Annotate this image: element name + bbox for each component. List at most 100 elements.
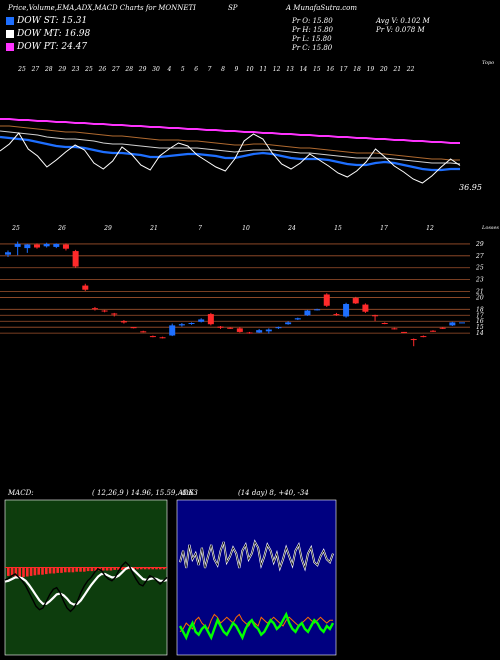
macd-hist-bar <box>117 567 120 570</box>
level-tick-label: 18 <box>476 306 484 313</box>
level-tick-label: 15 <box>476 324 484 331</box>
candle-body <box>82 285 89 290</box>
candle-top-tick-label: 10 <box>242 225 250 232</box>
top-tick-label: 18 <box>353 66 361 73</box>
macd-hist-bar <box>86 567 90 572</box>
top-tick-label: 6 <box>194 66 198 73</box>
top-tick-label: 8 <box>221 66 225 73</box>
candle-body <box>227 327 234 329</box>
legend-label-mt: DOW MT: 16.98 <box>17 29 91 39</box>
macd-hist-bar <box>14 567 18 578</box>
candle-body <box>24 244 31 249</box>
top-tick-label: 23 <box>71 66 80 73</box>
top-tick-label: 16 <box>326 66 334 73</box>
candle-body <box>275 327 282 329</box>
candle-top-tick-label: 12 <box>426 225 434 232</box>
top-tick-label: 29 <box>138 66 147 73</box>
macd-hist-bar <box>10 567 14 577</box>
level-tick-label: 29 <box>475 241 484 248</box>
macd-hist-bar <box>48 567 52 574</box>
macd-hist-bar <box>7 567 10 576</box>
candle-body <box>362 304 369 312</box>
top-tick-label: 20 <box>379 66 388 73</box>
stat-high: Pr H: 15.80 <box>292 26 334 34</box>
macd-hist-bar <box>94 567 97 572</box>
candle-body <box>217 326 224 328</box>
legend-swatch-st <box>6 17 14 25</box>
legend-label-pt: DOW PT: 24.47 <box>17 42 88 52</box>
legend-dow-st: DOW ST: 15.31 <box>6 16 87 26</box>
macd-hist-bar <box>26 567 29 577</box>
candle-body <box>333 314 340 316</box>
candle-top-tick-label: 21 <box>149 225 158 232</box>
top-tick-label: 4 <box>166 66 171 73</box>
macd-hist-bar <box>79 567 82 572</box>
level-tick-label: 17 <box>476 312 484 319</box>
stat-pr-vol: Pr V: 0.078 M <box>376 26 425 34</box>
candle-body <box>401 331 408 333</box>
macd-hist-bar <box>18 567 21 578</box>
top-tick-label: 10 <box>246 66 254 73</box>
candle-top-tick-label: 17 <box>380 225 388 232</box>
legend-dow-pt: DOW PT: 24.47 <box>6 42 87 52</box>
legend-label-st: DOW ST: 15.31 <box>17 16 88 26</box>
stat-avg-vol: Avg V: 0.102 M <box>376 17 430 25</box>
macd-hist-bar <box>151 567 154 570</box>
candle-body <box>304 310 311 316</box>
level-tick-label: 16 <box>476 318 484 325</box>
macd-hist-bar <box>143 567 147 570</box>
top-tick-label: 26 <box>98 66 107 73</box>
candle-top-tick-label: 24 <box>287 225 296 232</box>
macd-hist-bar <box>90 567 94 572</box>
candle-body <box>410 339 417 341</box>
candle-body <box>43 243 50 247</box>
top-tick-label: 12 <box>273 66 281 73</box>
candle-body <box>265 329 272 332</box>
stat-low: Pr L: 15.80 <box>292 35 332 43</box>
top-tick-label: 29 <box>57 66 66 73</box>
candle-body <box>62 244 69 249</box>
macd-hist-bar <box>22 567 25 578</box>
candle-body <box>236 328 243 332</box>
macd-params: ( 12,26,9 ) 14.96, 15.59, -0.63 <box>92 489 198 497</box>
adx-di-plus-core <box>179 540 334 570</box>
candle-body <box>391 328 398 330</box>
macd-hist-bar <box>33 567 37 576</box>
top-tick-label: 19 <box>367 66 375 73</box>
macd-hist-bar <box>83 567 86 572</box>
candle-top-tick-label: 29 <box>103 225 112 232</box>
candle-body <box>439 327 446 329</box>
macd-hist-bar <box>121 567 124 570</box>
macd-hist-bar <box>45 567 48 575</box>
top-tick-label: 13 <box>286 66 294 73</box>
candle-body <box>5 252 11 255</box>
top-tick-label: 11 <box>259 66 267 73</box>
candle-body <box>207 314 214 325</box>
candle-top-tick-label: 26 <box>57 225 66 232</box>
adx-params: (14 day) 8, +40, -34 <box>238 489 309 497</box>
candle-body <box>314 309 321 311</box>
macd-hist-bar <box>159 567 162 570</box>
macd-hist-bar <box>147 567 151 570</box>
top-tick-label: 30 <box>152 66 160 73</box>
candle-body <box>53 243 60 247</box>
top-tick-label: 27 <box>111 66 120 73</box>
macd-hist-bar <box>29 567 33 576</box>
top-tick-label: 15 <box>313 66 321 73</box>
adx-label: ADX <box>178 489 194 497</box>
ema-orange-line <box>0 125 460 161</box>
macd-hist-bar <box>162 567 166 570</box>
candle-body <box>14 243 21 247</box>
top-axis-label: Topo <box>482 60 494 66</box>
macd-hist-bar <box>56 567 59 573</box>
level-tick-label: 20 <box>475 294 484 301</box>
adx-line <box>178 611 335 641</box>
macd-hist-bar <box>37 567 40 575</box>
top-tick-label: 21 <box>392 66 401 73</box>
candle-axis-label: Losses <box>481 225 499 231</box>
macd-hist-bar <box>102 567 105 571</box>
candle-body <box>169 325 176 336</box>
ema-mid-line <box>0 130 461 165</box>
macd-hist-bar <box>41 567 44 575</box>
macd-hist-bar <box>52 567 56 574</box>
